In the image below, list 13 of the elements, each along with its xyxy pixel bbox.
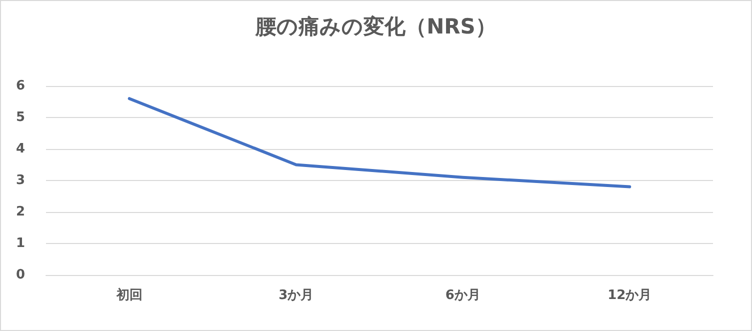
x-tick-label: 12か月 — [608, 288, 652, 303]
y-tick-label: 0 — [16, 268, 26, 282]
y-tick-label: 4 — [16, 142, 26, 156]
y-tick-label: 1 — [16, 236, 26, 251]
x-tick-label: 初回 — [115, 287, 142, 303]
x-tick-label: 6か月 — [445, 288, 480, 303]
line-series — [128, 97, 632, 188]
chart-title: 腰の痛みの変化（NRS） — [254, 14, 496, 38]
y-tick-label: 6 — [16, 78, 26, 94]
y-tick-label: 5 — [16, 110, 26, 125]
x-tick-label: 3か月 — [278, 288, 314, 303]
y-tick-label: 3 — [16, 173, 26, 188]
y-tick-label: 2 — [16, 204, 26, 220]
